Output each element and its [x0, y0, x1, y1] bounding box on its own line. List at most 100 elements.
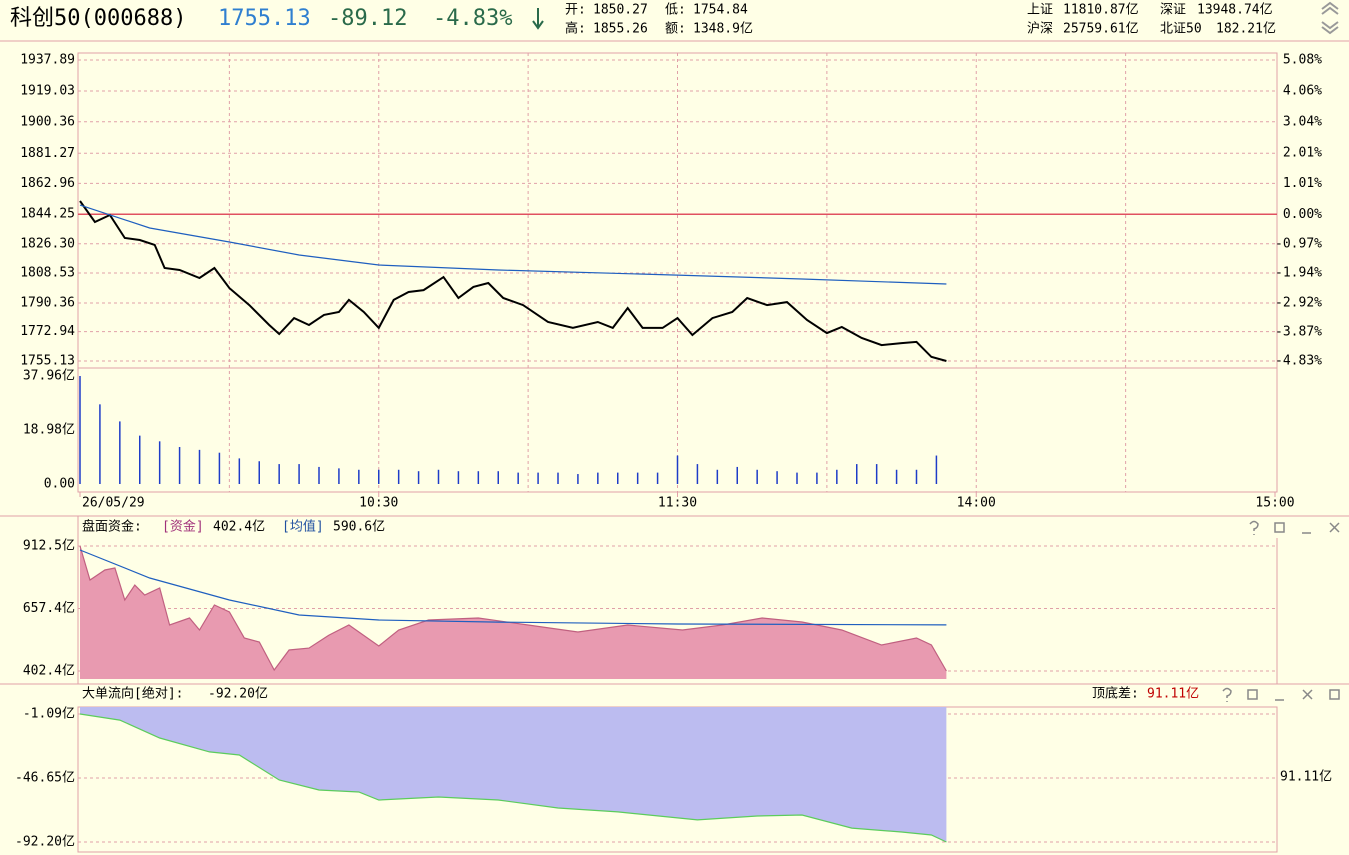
volume-bar	[756, 469, 758, 484]
area-line	[79, 713, 947, 843]
y-tick-label: 1881.27	[20, 146, 75, 161]
quote-label: 开:	[565, 3, 586, 18]
volume-bar	[895, 469, 898, 484]
volume-bar	[577, 474, 579, 484]
y-tick-label: 1844.25	[20, 207, 75, 222]
y-tick-label: -46.65亿	[15, 771, 75, 786]
quote-value: 1754.84	[693, 3, 748, 18]
volume-bar	[437, 469, 440, 484]
panel-title: 大单流向[绝对]:	[82, 686, 183, 702]
index-name: 北证50	[1160, 22, 1202, 37]
y-tick-label: -1.09亿	[23, 707, 75, 722]
max-button[interactable]	[1247, 689, 1258, 700]
y2-tick-label: -0.97%	[1275, 236, 1322, 251]
volume-bar	[139, 435, 141, 484]
help-button[interactable]	[1249, 520, 1259, 536]
volume-bar	[158, 441, 161, 484]
index-value: 182.21亿	[1216, 22, 1276, 37]
volume-bar	[636, 472, 639, 484]
volume-bar	[935, 455, 938, 484]
volume-bar	[178, 447, 181, 484]
annotation: 顶底差:	[1092, 686, 1139, 702]
close-button[interactable]	[1302, 689, 1313, 700]
y2-tick-label: 0.00%	[1283, 207, 1322, 222]
volume-bar	[696, 464, 699, 484]
y-tick-label: 1790.36	[20, 295, 75, 310]
volume-bar	[776, 471, 778, 484]
quote-label: 高:	[565, 21, 586, 37]
volume-bar	[378, 469, 380, 484]
volume-bar	[856, 464, 858, 484]
y-tick-label: 1937.89	[20, 53, 75, 68]
volume-bar	[617, 472, 619, 484]
price-change: -89.12	[328, 6, 407, 31]
legend-value: 590.6亿	[333, 520, 385, 535]
volume-bar	[358, 469, 360, 484]
y2-tick-label: 5.08%	[1283, 53, 1322, 68]
volume-bar	[397, 469, 400, 484]
y2-tick-label: -4.83%	[1275, 354, 1322, 369]
panel-value: -92.20亿	[208, 687, 268, 702]
volume-bar	[597, 472, 599, 484]
volume-bar	[218, 452, 221, 484]
collapse-button[interactable]	[1321, 1, 1339, 35]
volume-bar	[557, 472, 559, 484]
legend-value: 402.4亿	[213, 520, 265, 535]
volume-bar	[278, 464, 280, 484]
y-tick-label: 37.96亿	[23, 369, 75, 384]
volume-bar	[656, 472, 659, 484]
spread-value: 91.11亿	[1147, 687, 1199, 702]
volume-bar	[836, 469, 838, 484]
float-button[interactable]	[1329, 689, 1340, 700]
volume-bar	[298, 464, 300, 484]
volume-bar	[338, 468, 340, 484]
volume-bar	[318, 466, 320, 484]
close-button[interactable]	[1329, 522, 1340, 533]
y2-tick-label: 4.06%	[1283, 83, 1322, 98]
index-name: 上证	[1027, 3, 1053, 18]
y-tick-label: 657.4亿	[23, 601, 75, 616]
quote-value: 1348.9亿	[693, 22, 753, 37]
y-tick-label: 912.5亿	[23, 539, 75, 554]
series-line	[79, 549, 947, 626]
y-tick-label: 0.00	[44, 477, 75, 492]
index-value: 25759.61亿	[1063, 22, 1139, 37]
y-tick-label: 18.98亿	[23, 423, 75, 438]
y-tick-label: 1808.53	[20, 266, 75, 281]
volume-bar	[796, 472, 798, 484]
series-line	[79, 204, 947, 285]
help-button[interactable]	[1222, 687, 1232, 703]
max-button[interactable]	[1274, 522, 1285, 533]
panel-buttons	[1222, 520, 1340, 703]
stock-name: 科创50(000688)	[10, 6, 186, 31]
index-value: 13948.74亿	[1197, 3, 1273, 18]
y2-tick-label: -1.94%	[1275, 266, 1322, 281]
y2-tick-label: 1.01%	[1283, 176, 1322, 191]
down-arrow	[532, 8, 544, 30]
quote-value: 1850.27	[593, 3, 648, 18]
volume-bar	[79, 376, 81, 484]
x-tick-label: 14:00	[957, 496, 996, 511]
spread-axis-label: 91.11亿	[1280, 770, 1332, 785]
y-tick-label: 1919.03	[20, 84, 75, 99]
volume-bar	[417, 471, 420, 484]
volume-bar	[736, 466, 738, 484]
pct-change: -4.83%	[433, 6, 512, 31]
x-tick-label: 10:30	[359, 496, 398, 511]
legend-name: [资金]	[162, 519, 204, 535]
volume-bar	[915, 469, 918, 484]
quote-label: 额:	[665, 22, 686, 37]
area-fill	[80, 707, 947, 842]
y2-tick-label: -2.92%	[1275, 295, 1322, 310]
y2-tick-label: 2.01%	[1283, 146, 1322, 161]
quote-value: 1855.26	[593, 22, 648, 37]
volume-bar	[497, 471, 499, 484]
y-tick-label: 1755.13	[20, 354, 75, 369]
index-value: 11810.87亿	[1063, 3, 1139, 18]
y-tick-label: -92.20亿	[15, 835, 75, 850]
last-price: 1755.13	[218, 6, 311, 31]
y-tick-label: 402.4亿	[23, 664, 75, 679]
volume-bar	[517, 472, 519, 484]
y2-tick-label: 3.04%	[1283, 114, 1322, 129]
